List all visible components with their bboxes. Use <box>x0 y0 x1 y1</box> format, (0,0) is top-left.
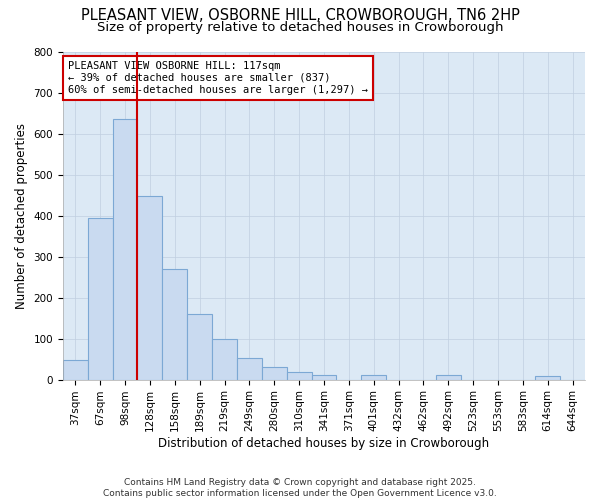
Bar <box>212 340 237 380</box>
Bar <box>63 360 88 380</box>
Text: PLEASANT VIEW OSBORNE HILL: 117sqm
← 39% of detached houses are smaller (837)
60: PLEASANT VIEW OSBORNE HILL: 117sqm ← 39%… <box>68 62 368 94</box>
Bar <box>163 269 187 380</box>
Y-axis label: Number of detached properties: Number of detached properties <box>15 122 28 308</box>
Bar <box>237 358 262 380</box>
Text: Size of property relative to detached houses in Crowborough: Size of property relative to detached ho… <box>97 21 503 34</box>
Bar <box>262 368 287 380</box>
Text: PLEASANT VIEW, OSBORNE HILL, CROWBOROUGH, TN6 2HP: PLEASANT VIEW, OSBORNE HILL, CROWBOROUGH… <box>80 8 520 22</box>
Text: Contains HM Land Registry data © Crown copyright and database right 2025.
Contai: Contains HM Land Registry data © Crown c… <box>103 478 497 498</box>
Bar <box>113 119 137 380</box>
X-axis label: Distribution of detached houses by size in Crowborough: Distribution of detached houses by size … <box>158 437 490 450</box>
Bar <box>311 374 337 380</box>
Bar <box>187 314 212 380</box>
Bar <box>287 372 311 380</box>
Bar <box>361 374 386 380</box>
Bar <box>137 196 163 380</box>
Bar <box>88 218 113 380</box>
Bar <box>535 376 560 380</box>
Bar <box>436 374 461 380</box>
